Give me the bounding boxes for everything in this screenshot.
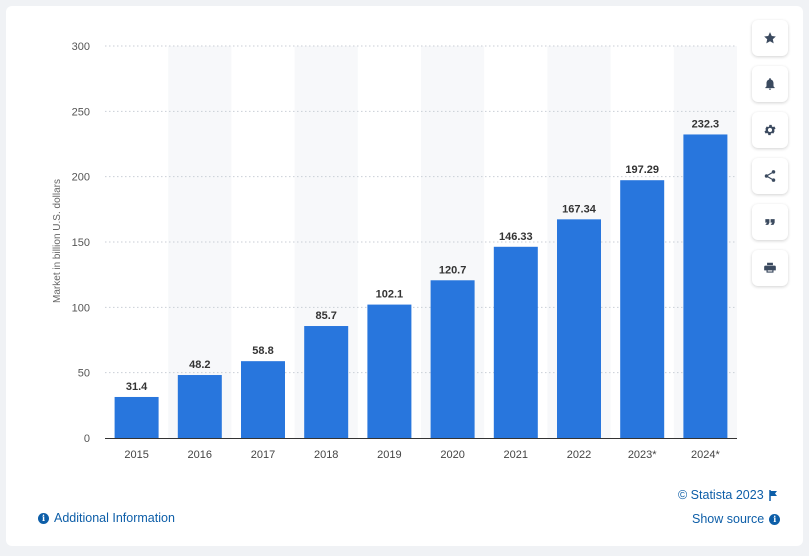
gear-icon — [764, 124, 776, 136]
y-tick-label: 0 — [84, 433, 90, 445]
x-tick-label: 2016 — [188, 449, 212, 461]
y-tick-label: 150 — [72, 237, 90, 249]
additional-information-link[interactable]: i Additional Information — [38, 511, 175, 525]
value-label: 48.2 — [189, 359, 210, 371]
star-icon — [764, 32, 776, 44]
x-tick-label: 2023* — [628, 449, 657, 461]
y-axis-label: Market in billion U.S. dollars — [52, 179, 63, 303]
bar — [177, 375, 222, 438]
bar — [493, 246, 538, 438]
value-label: 197.29 — [625, 164, 659, 176]
x-tick-label: 2022 — [567, 449, 591, 461]
y-tick-label: 300 — [72, 41, 90, 53]
info-icon: i — [769, 513, 781, 525]
y-tick-label: 200 — [72, 172, 90, 184]
y-tick-label: 100 — [72, 302, 90, 314]
quote-icon — [765, 219, 775, 225]
y-tick-label: 250 — [72, 106, 90, 118]
chart-card — [6, 6, 803, 546]
bar — [683, 134, 728, 438]
bar — [304, 326, 349, 438]
statista-credit: © Statista 2023 — [678, 488, 778, 502]
value-label: 120.7 — [439, 264, 467, 276]
settings-button[interactable] — [752, 112, 788, 148]
value-label: 146.33 — [499, 231, 533, 243]
value-label: 232.3 — [692, 118, 720, 130]
value-label: 31.4 — [126, 381, 148, 393]
bell-icon — [765, 78, 775, 90]
bar — [367, 304, 412, 438]
flag-icon — [768, 489, 777, 501]
info-icon: i — [38, 512, 49, 524]
print-button[interactable] — [752, 250, 788, 286]
x-tick-label: 2019 — [377, 449, 401, 461]
x-tick-label: 2021 — [504, 449, 528, 461]
x-tick-label: 2018 — [314, 449, 338, 461]
bar — [241, 361, 285, 438]
bars — [114, 134, 728, 438]
x-tick-label: 2024* — [691, 449, 720, 461]
x-tick-label: 2015 — [124, 449, 148, 461]
x-axis-ticks: 2015 2016 2017 2018 2019 2020 2021 2022 2023* 202… — [124, 449, 720, 461]
y-axis-ticks: 0 50 100 150 200 250 300 — [72, 41, 90, 445]
share-button[interactable] — [752, 158, 788, 194]
band — [168, 46, 232, 438]
credit-text: © Statista 2023 — [678, 488, 764, 502]
bar — [430, 280, 475, 438]
show-source-label: Show source — [692, 512, 765, 526]
y-tick-label: 50 — [78, 368, 90, 380]
notification-button[interactable] — [752, 66, 788, 102]
gridlines — [105, 45, 737, 374]
favorite-button[interactable] — [752, 20, 788, 56]
bar — [620, 180, 665, 438]
x-tick-label: 2020 — [440, 449, 464, 461]
bar — [114, 396, 159, 438]
value-label: 58.8 — [252, 345, 273, 357]
bar — [557, 219, 601, 438]
value-label: 102.1 — [376, 289, 404, 301]
value-label: 85.7 — [315, 310, 336, 322]
share-icon — [764, 170, 776, 182]
value-labels: 31.4 48.2 58.8 85.7 102.1 120.7 146.33 167.34 19… — [126, 118, 719, 393]
cite-button[interactable] — [752, 204, 788, 240]
show-source-link[interactable]: Show source i — [692, 512, 781, 526]
x-tick-label: 2017 — [251, 449, 275, 461]
additional-information-label: Additional Information — [54, 511, 175, 525]
value-label: 167.34 — [562, 203, 597, 215]
printer-icon — [764, 262, 776, 273]
